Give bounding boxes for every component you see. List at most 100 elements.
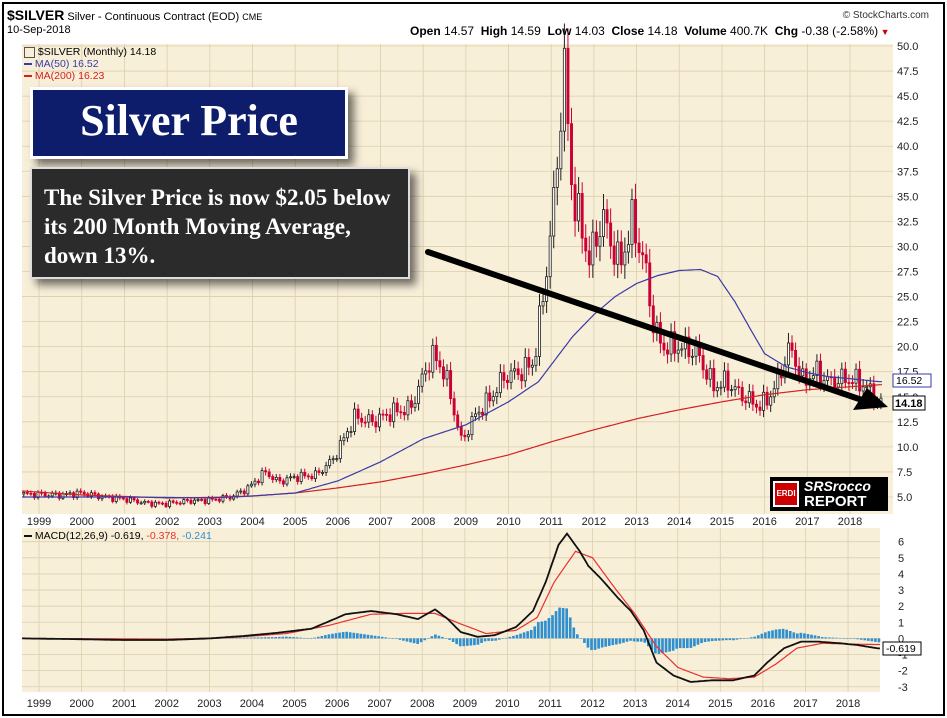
- histogram-bar: [654, 638, 657, 654]
- histogram-bar: [235, 637, 239, 639]
- candle-body: [146, 500, 150, 503]
- candle-body: [200, 499, 204, 501]
- candle-body: [673, 331, 677, 354]
- histogram-bar: [568, 617, 572, 639]
- price-x-tick: 2017: [795, 516, 819, 528]
- histogram-bar: [678, 638, 682, 649]
- candle-body: [580, 193, 584, 239]
- histogram-bar: [522, 632, 526, 639]
- candle-body: [93, 492, 97, 495]
- candle-body: [562, 47, 566, 132]
- candle-body: [598, 236, 602, 247]
- price-y-tick: 50.0: [897, 41, 918, 53]
- price-y-tick: 47.5: [897, 66, 918, 78]
- candle-body: [634, 199, 637, 244]
- histogram-bar: [373, 635, 377, 639]
- candle-body: [306, 475, 310, 478]
- macd-x-tick: 2005: [282, 698, 306, 710]
- histogram-bar: [313, 637, 317, 639]
- macd-x-tick: 2014: [665, 698, 689, 710]
- histogram-bar: [710, 638, 714, 642]
- candle-body: [431, 344, 435, 373]
- histogram-bar: [302, 637, 306, 639]
- candle-body: [584, 237, 588, 252]
- histogram-bar: [739, 638, 742, 640]
- candle-body: [474, 413, 477, 417]
- histogram-bar: [604, 638, 608, 647]
- histogram-bar: [444, 638, 448, 639]
- histogram-bar: [341, 632, 345, 639]
- down-triangle-icon: ▼: [878, 27, 890, 37]
- candle-body: [555, 168, 559, 188]
- histogram-bar: [363, 634, 366, 639]
- candle-body: [136, 499, 140, 504]
- histogram-bar: [384, 637, 388, 639]
- macd-y-tick: -3: [898, 682, 908, 694]
- logo-line2: REPORT: [804, 493, 867, 510]
- candle-body: [388, 414, 392, 423]
- candle-body: [349, 431, 353, 433]
- histogram-bar: [558, 607, 561, 639]
- candle-body: [573, 184, 577, 222]
- histogram-bar: [852, 638, 856, 639]
- price-x-tick: 2002: [155, 516, 179, 528]
- price-y-tick: 32.5: [897, 216, 918, 228]
- histogram-bar: [352, 632, 356, 639]
- histogram-bar: [536, 622, 540, 639]
- candle-body: [637, 242, 641, 254]
- legend-macd: MACD(12,26,9) -0.619, -0.378, -0.241: [24, 530, 212, 542]
- candle-body: [488, 392, 492, 402]
- candle-body: [299, 471, 303, 482]
- histogram-bar: [551, 615, 554, 639]
- histogram-bar: [778, 629, 781, 639]
- histogram-bar: [657, 638, 661, 654]
- candle-body: [338, 440, 342, 460]
- histogram-bar: [487, 638, 490, 641]
- candle-body: [324, 465, 328, 473]
- histogram-bar: [281, 636, 285, 639]
- candle-body: [132, 497, 136, 501]
- histogram-bar: [497, 638, 501, 640]
- ma200-legend-swatch: [24, 75, 32, 78]
- histogram-bar: [668, 638, 671, 652]
- histogram-bar: [856, 638, 859, 640]
- candle-body: [25, 492, 29, 494]
- candle-body: [509, 370, 513, 383]
- histogram-bar: [725, 638, 728, 641]
- candle-body: [801, 368, 805, 377]
- histogram-bar: [842, 638, 845, 639]
- histogram-bar: [835, 637, 838, 639]
- histogram-bar: [490, 638, 494, 641]
- candle-body: [175, 501, 179, 504]
- histogram-bar: [625, 638, 629, 642]
- histogram-bar: [749, 637, 753, 639]
- candle-body: [310, 475, 314, 480]
- high-value: 14.59: [510, 24, 541, 38]
- candle-body: [811, 375, 815, 380]
- candle-body: [534, 356, 538, 366]
- price-x-tick: 2005: [283, 516, 307, 528]
- low-label: Low: [547, 24, 572, 38]
- candle-body: [662, 342, 666, 351]
- histogram-bar: [859, 638, 863, 640]
- candle-body: [249, 483, 253, 487]
- legend-price: $SILVER (Monthly) 14.18: [24, 46, 156, 58]
- histogram-bar: [643, 638, 647, 643]
- macd-last-value-tag: -0.619: [882, 641, 922, 656]
- candle-body: [616, 241, 620, 265]
- legend-price-label: $SILVER (Monthly) 14.18: [37, 46, 157, 58]
- candle-body: [715, 387, 719, 392]
- candle-body: [676, 349, 680, 354]
- candle-body: [164, 502, 168, 508]
- histogram-bar: [590, 638, 593, 651]
- candle-body: [395, 402, 399, 413]
- candle-body: [303, 471, 307, 477]
- price-candles: [22, 23, 883, 509]
- candle-body: [705, 369, 709, 380]
- candle-body: [737, 386, 741, 389]
- candle-body: [541, 301, 545, 307]
- macd-x-tick: 2017: [793, 698, 817, 710]
- macd-x-tick: 2013: [623, 698, 647, 710]
- close-label: Close: [611, 24, 645, 38]
- price-y-tick: 12.5: [897, 417, 918, 429]
